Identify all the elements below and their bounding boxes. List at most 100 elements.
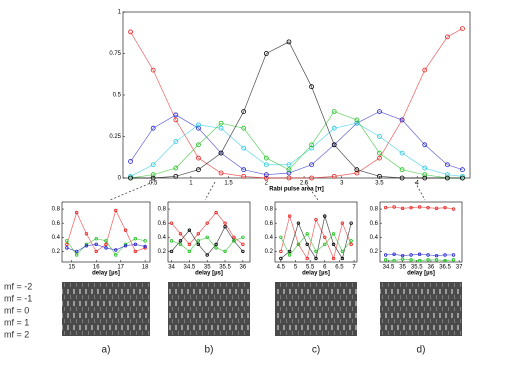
fit-line: [130, 41, 463, 179]
data-point: [323, 242, 327, 247]
data-point: [241, 145, 247, 151]
data-point: [196, 155, 201, 161]
data-point: [241, 109, 247, 114]
data-point: [214, 210, 218, 215]
data-point: [383, 205, 388, 210]
fit-line: [130, 111, 463, 179]
x-tick-label: 1.5: [224, 181, 233, 187]
data-point: [409, 253, 413, 257]
x-tick-label: 15: [68, 265, 75, 271]
data-point: [205, 253, 209, 257]
data-point: [74, 249, 79, 254]
data-point: [196, 167, 201, 173]
data-point: [314, 256, 318, 261]
x-tick-label: 2: [265, 181, 269, 187]
data-point: [444, 34, 450, 40]
fit-line: [385, 258, 454, 261]
data-point: [143, 244, 147, 249]
y-tick-label: 0.8: [370, 207, 379, 213]
data-point: [309, 84, 314, 90]
data-point: [287, 253, 292, 257]
data-point: [241, 235, 245, 239]
data-point: [196, 125, 201, 131]
x-tick-label: 0.5: [149, 181, 158, 187]
data-point: [218, 170, 224, 176]
data-point: [422, 67, 428, 73]
data-point: [443, 258, 447, 263]
data-point: [460, 167, 465, 173]
y-tick-label: 0.5: [113, 93, 122, 99]
x-tick-label: 35.5: [219, 265, 231, 271]
y-tick-label: 1: [118, 10, 122, 16]
data-point: [74, 253, 79, 257]
x-tick-label: 4.5: [277, 265, 286, 271]
data-point: [196, 232, 201, 236]
data-point: [434, 258, 439, 262]
data-point: [331, 142, 337, 148]
data-point: [349, 221, 353, 225]
data-point: [263, 155, 269, 161]
y-tick-label: 0.4: [265, 235, 274, 241]
data-point: [426, 253, 430, 257]
data-point: [104, 239, 108, 243]
data-point: [340, 221, 345, 225]
data-point: [331, 109, 337, 114]
fit-line: [171, 212, 244, 245]
y-tick-label: 0.6: [52, 221, 61, 227]
x-tick-label: 36: [240, 265, 247, 271]
data-point: [133, 237, 138, 241]
arrows: [109, 181, 426, 201]
data-point: [205, 221, 209, 225]
data-point: [417, 252, 422, 256]
fit-line: [280, 214, 352, 260]
data-point: [392, 205, 396, 209]
data-point: [286, 167, 292, 173]
data-point: [451, 207, 456, 211]
data-point: [340, 249, 345, 254]
data-point: [422, 165, 428, 171]
data-point: [349, 239, 353, 243]
y-tick-label: 0.2: [52, 249, 61, 255]
data-point: [196, 239, 201, 243]
x-tick-label: 35: [399, 265, 406, 271]
data-point: [286, 170, 292, 176]
data-point: [187, 228, 192, 232]
data-point: [287, 249, 292, 254]
y-tick-label: 0.8: [52, 207, 61, 213]
data-point: [263, 175, 269, 181]
data-point: [214, 242, 218, 247]
data-point: [133, 242, 138, 247]
data-point: [143, 239, 147, 243]
data-point: [305, 256, 309, 261]
data-point: [74, 210, 79, 215]
y-tick-label: 0.6: [370, 221, 379, 227]
data-point: [444, 175, 450, 181]
x-tick-label: 34.5: [184, 265, 196, 271]
y-tick-label: 0.4: [52, 235, 61, 241]
data-point: [417, 258, 422, 263]
fit-line: [385, 206, 454, 210]
data-point: [309, 145, 314, 151]
data-point: [263, 51, 269, 56]
x-axis-label: Rabi pulse area [π]: [269, 187, 324, 193]
data-point: [305, 242, 309, 247]
data-point: [241, 173, 247, 179]
data-point: [331, 232, 336, 236]
image-strips: [62, 282, 462, 336]
data-point: [143, 246, 147, 250]
x-tick-label: 3.5: [375, 181, 384, 187]
data-point: [128, 175, 133, 181]
data-point: [263, 162, 269, 168]
x-axis-label: delay [µs]: [195, 271, 223, 277]
data-point: [434, 206, 439, 211]
x-tick-label: 35.5: [411, 265, 423, 271]
data-point: [94, 249, 98, 254]
data-point: [65, 246, 69, 250]
data-point: [377, 155, 382, 161]
fit-line: [280, 233, 352, 256]
data-point: [417, 205, 422, 209]
row-label: mf = 0: [4, 305, 29, 315]
data-point: [241, 249, 245, 254]
data-point: [84, 232, 89, 236]
